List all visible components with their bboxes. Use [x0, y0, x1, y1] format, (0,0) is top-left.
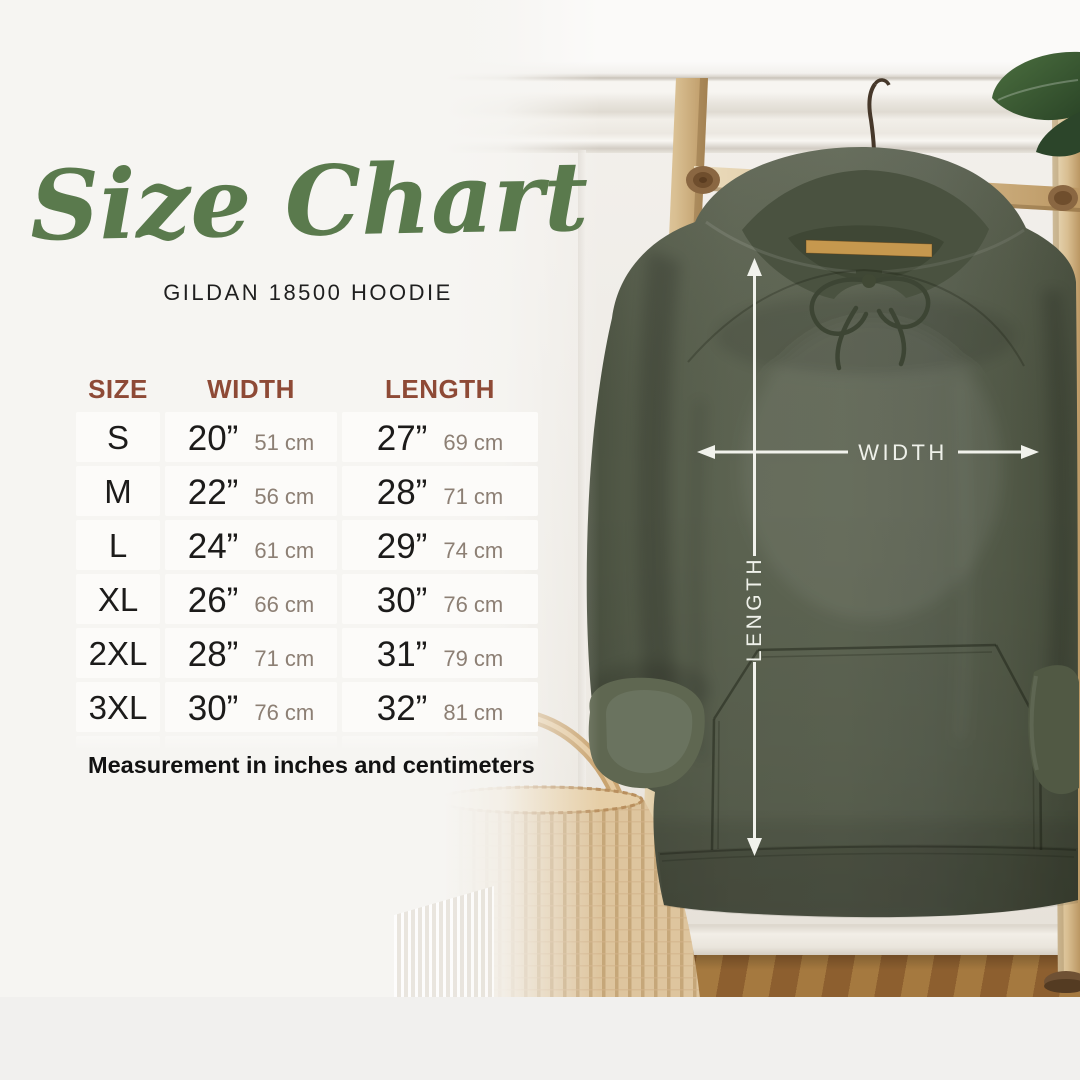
hem-band — [658, 844, 1078, 919]
size-cell: XL — [76, 574, 160, 624]
width-cell: 22” 56 cm — [165, 466, 337, 516]
table-row: M 22” 56 cm 28” 71 cm — [76, 466, 538, 516]
width-cell: 20” 51 cm — [165, 412, 337, 462]
drawstrings — [809, 276, 931, 371]
size-cell: 3XL — [76, 682, 160, 732]
length-cell: 27” 69 cm — [342, 412, 538, 462]
table-row: 3XL 30” 76 cm 32” 81 cm — [76, 682, 538, 732]
table-row: S 20” 51 cm 27” 69 cm — [76, 412, 538, 462]
yoke-seam — [687, 268, 1025, 367]
size-cell: M — [76, 466, 160, 516]
ladder-knot-right — [1048, 185, 1078, 211]
left-cuff — [588, 677, 705, 789]
bottom-gray-band — [0, 997, 1080, 1080]
arrow-up-head — [747, 258, 762, 276]
table-body: S 20” 51 cm 27” 69 cm M 22” 56 cm 28” 71 cm … — [76, 412, 538, 732]
page-title: Size Chart — [29, 139, 590, 263]
size-cell: 2XL — [76, 628, 160, 678]
table-row: 2XL 28” 71 cm 31” 79 cm — [76, 628, 538, 678]
length-cell: 29” 74 cm — [342, 520, 538, 570]
measurement-arrows: WIDTH LENGTH — [697, 258, 1039, 856]
arrow-down-head — [747, 838, 762, 856]
ghost-cell — [165, 736, 337, 750]
col-header-size: SIZE — [88, 373, 148, 404]
arrow-left-head — [697, 445, 715, 459]
length-cell: 30” 76 cm — [342, 574, 538, 624]
measurement-note: Measurement in inches and centimeters — [88, 752, 535, 778]
ladder-knot-left — [686, 166, 720, 194]
ghost-cell — [76, 736, 160, 750]
width-cell: 30” 76 cm — [165, 682, 337, 732]
ghost-cell — [342, 736, 538, 750]
hoodie — [586, 146, 1079, 919]
arrow-right-head — [1021, 445, 1039, 459]
length-cell: 32” 81 cm — [342, 682, 538, 732]
width-arrow-label: WIDTH — [858, 440, 948, 465]
size-table: SIZE WIDTH LENGTH S 20” 51 cm 27” 69 cm M … — [76, 372, 538, 790]
faded-partial-row — [76, 736, 538, 786]
table-row: XL 26” 66 cm 30” 76 cm — [76, 574, 538, 624]
length-cell: 28” 71 cm — [342, 466, 538, 516]
length-arrow-label: LENGTH — [743, 556, 766, 662]
plant-leaf — [992, 51, 1080, 157]
col-header-width: WIDTH — [207, 373, 295, 404]
table-row: L 24” 61 cm 29” 74 cm — [76, 520, 538, 570]
page-subtitle: GILDAN 18500 HOODIE — [163, 280, 453, 305]
col-header-length: LENGTH — [385, 373, 495, 404]
width-cell: 28” 71 cm — [165, 628, 337, 678]
hanger-hook — [867, 82, 877, 155]
right-cuff — [1028, 665, 1079, 795]
length-cell: 31” 79 cm — [342, 628, 538, 678]
table-header-row: SIZE WIDTH LENGTH — [76, 372, 538, 406]
size-cell: L — [76, 520, 160, 570]
size-cell: S — [76, 412, 160, 462]
width-cell: 26” 66 cm — [165, 574, 337, 624]
crossbar-through-neck — [805, 239, 933, 258]
width-cell: 24” 61 cm — [165, 520, 337, 570]
